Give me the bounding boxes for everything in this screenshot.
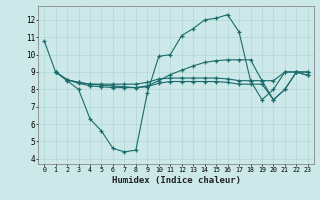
- X-axis label: Humidex (Indice chaleur): Humidex (Indice chaleur): [111, 176, 241, 185]
